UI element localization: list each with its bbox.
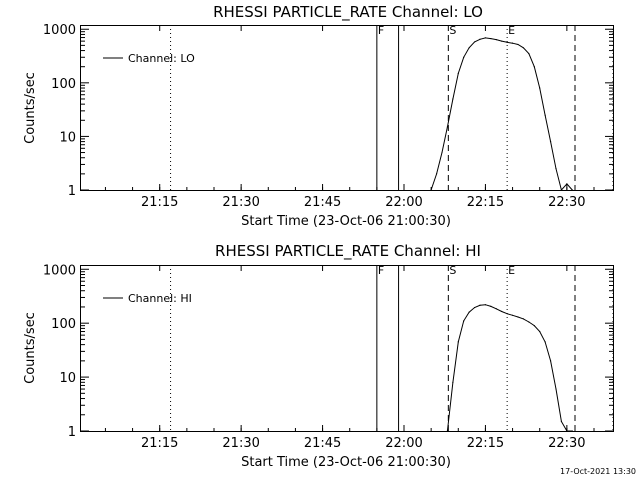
series-point <box>522 318 525 320</box>
series-point <box>452 381 454 383</box>
series-point <box>566 430 568 432</box>
y-axis-label: Counts/sec <box>23 312 38 384</box>
x-tick-label: 21:45 <box>304 436 341 451</box>
series-line <box>446 304 573 432</box>
series-point <box>560 189 563 191</box>
x-tick-label: 22:15 <box>467 436 504 451</box>
time-marker-label: F <box>378 24 384 37</box>
time-marker-label: S <box>449 24 456 37</box>
series-point <box>511 314 514 316</box>
series-point <box>517 43 519 46</box>
x-tick-label: 21:15 <box>141 195 178 210</box>
series-point <box>528 321 530 323</box>
legend: Channel: LO <box>103 52 195 65</box>
y-tick-label: 1 <box>68 425 76 440</box>
series-point <box>446 126 449 128</box>
chart-title: RHESSI PARTICLE_RATE Channel: HI <box>215 242 481 261</box>
series-point <box>539 87 541 89</box>
y-tick-label: 100 <box>51 317 76 332</box>
series-point <box>517 316 519 318</box>
legend: Channel: HI <box>103 292 192 305</box>
series-point <box>522 47 525 49</box>
series-point <box>528 53 530 55</box>
series-point <box>544 114 546 116</box>
series-point <box>506 313 508 315</box>
series-point <box>571 189 573 191</box>
series-point <box>468 311 470 313</box>
series-point <box>490 305 492 307</box>
series-point <box>544 341 546 343</box>
x-tick-label: 22:00 <box>385 195 422 210</box>
x-tick-label: 22:15 <box>467 195 504 210</box>
legend-entry: Channel: HI <box>128 292 192 305</box>
x-tick-label: 21:45 <box>304 195 341 210</box>
series-point <box>549 360 552 362</box>
plot-frame <box>80 265 614 432</box>
x-tick-label: 21:30 <box>222 195 259 210</box>
series-point <box>506 41 508 43</box>
series-point <box>560 420 563 423</box>
series-point <box>555 168 557 170</box>
series-point <box>501 40 503 42</box>
series-point <box>555 388 557 390</box>
series-point <box>549 141 552 143</box>
y-axis-label: Counts/sec <box>23 72 38 144</box>
series-point <box>484 37 487 39</box>
time-marker-label: E <box>508 24 515 37</box>
series-point <box>441 151 443 154</box>
series-point <box>446 430 449 432</box>
time-marker-label: S <box>449 264 456 277</box>
time-marker-label: F <box>378 264 384 277</box>
series-point <box>484 304 487 306</box>
x-axis-label: Start Time (23-Oct-06 21:00:30) <box>241 455 451 470</box>
series-point <box>490 37 492 40</box>
y-tick-label: 1000 <box>43 23 76 38</box>
series-point <box>457 341 459 343</box>
y-tick-label: 1000 <box>43 263 76 278</box>
y-tick-label: 10 <box>59 371 76 386</box>
date-stamp: 17-Oct-2021 13:30 <box>560 467 636 476</box>
plot-frame <box>80 25 614 191</box>
series-point <box>539 330 541 333</box>
x-tick-label: 22:30 <box>548 195 585 210</box>
legend-entry: Channel: LO <box>128 52 195 65</box>
series-point <box>457 72 459 74</box>
chart-title: RHESSI PARTICLE_RATE Channel: LO <box>213 3 483 22</box>
series-point <box>463 56 465 58</box>
series-point <box>473 306 476 309</box>
series-point <box>533 66 535 68</box>
series-point <box>435 173 438 175</box>
series-point <box>479 38 481 40</box>
series-point <box>479 304 481 306</box>
series-point <box>468 47 470 49</box>
y-tick-label: 100 <box>51 77 76 92</box>
series-point <box>495 39 497 41</box>
x-tick-label: 22:00 <box>385 436 422 451</box>
series-point <box>501 310 503 313</box>
series-point <box>533 325 535 327</box>
series-point <box>473 41 476 43</box>
series-point <box>463 320 465 322</box>
x-tick-label: 22:30 <box>548 436 585 451</box>
x-tick-label: 21:30 <box>222 436 259 451</box>
series-point <box>495 308 497 310</box>
panel-lo: RHESSI PARTICLE_RATE Channel: LO Start T… <box>23 3 614 229</box>
series-point <box>452 98 454 100</box>
y-tick-label: 1 <box>68 184 76 199</box>
series-point <box>571 430 573 432</box>
series-point <box>566 183 568 185</box>
series-point <box>430 189 432 191</box>
panel-hi: RHESSI PARTICLE_RATE Channel: HI Start T… <box>23 242 614 470</box>
y-tick-label: 10 <box>59 130 76 145</box>
time-marker-label: E <box>508 264 515 277</box>
series-point <box>511 42 514 44</box>
series-line <box>430 37 573 192</box>
x-tick-label: 21:15 <box>141 436 178 451</box>
x-axis-label: Start Time (23-Oct-06 21:00:30) <box>241 214 451 229</box>
